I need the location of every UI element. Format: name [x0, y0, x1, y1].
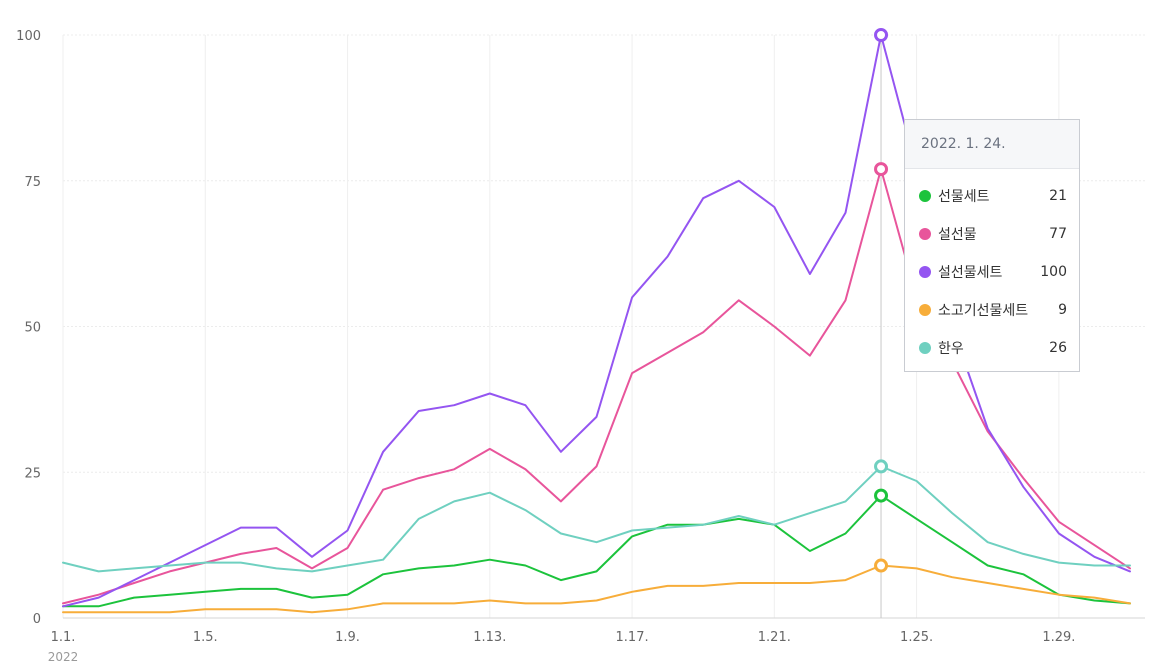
y-tick-label: 0: [33, 612, 41, 627]
tooltip-row: 설선물 77: [905, 215, 1079, 253]
tooltip-row: 소고기선물세트 9: [905, 291, 1079, 329]
tooltip-series-name: 한우: [938, 341, 964, 357]
tooltip-row: 설선물세트 100: [905, 253, 1079, 291]
y-tick-label: 100: [16, 29, 41, 44]
tooltip-series-name: 선물세트: [938, 189, 990, 205]
tooltip-date: 2022. 1. 24.: [905, 120, 1079, 169]
series-line: [62, 564, 1131, 614]
y-tick-label: 50: [24, 321, 41, 336]
tooltip-series-name: 설선물: [938, 227, 977, 243]
y-axis: 0 25 50 75 100: [16, 29, 41, 627]
highlight-marker: [874, 558, 889, 573]
x-axis: 1.1. 1.5. 1.9. 1.13. 1.17. 1.21. 1.25. 1.29. 202…: [48, 617, 1145, 664]
tooltip-row: 한우 26: [905, 329, 1079, 367]
tooltip-series-value: 21: [1049, 188, 1067, 204]
tooltip-series-value: 100: [1040, 264, 1067, 280]
x-tick-label: 1.9.: [335, 630, 360, 645]
tooltip-series-name: 소고기선물세트: [938, 303, 1029, 319]
y-tick-label: 75: [24, 175, 41, 190]
x-tick-label: 1.29.: [1042, 630, 1075, 645]
tooltip-row: 선물세트 21: [905, 177, 1079, 215]
series-line: [62, 465, 1131, 573]
x-tick-label: 1.21.: [758, 630, 791, 645]
series-color-dot: [919, 266, 931, 278]
x-tick-label: 1.5.: [193, 630, 218, 645]
series-color-dot: [919, 304, 931, 316]
x-tick-label: 1.13.: [473, 630, 506, 645]
series-color-dot: [919, 190, 931, 202]
tooltip-series-value: 26: [1049, 340, 1067, 356]
x-tick-year-label: 2022: [48, 650, 79, 664]
tooltip: 2022. 1. 24. 선물세트 21 설선물 77 설선물세트 100 소고…: [904, 119, 1080, 372]
tooltip-series-name: 설선물세트: [938, 265, 1003, 281]
highlight-marker: [874, 488, 889, 503]
highlight-marker: [874, 28, 889, 42]
tooltip-series-value: 77: [1049, 226, 1067, 242]
series-markers: [874, 28, 889, 573]
series-color-dot: [919, 342, 931, 354]
x-tick-label: 1.25.: [900, 630, 933, 645]
x-tick-label: 1.1.: [51, 630, 76, 645]
highlight-marker: [874, 459, 889, 474]
tooltip-series-value: 9: [1058, 302, 1067, 318]
x-tick-label: 1.17.: [616, 630, 649, 645]
tooltip-rows: 선물세트 21 설선물 77 설선물세트 100 소고기선물세트 9 한우 26: [905, 169, 1079, 367]
series-color-dot: [919, 228, 931, 240]
y-tick-label: 25: [24, 466, 41, 481]
highlight-marker: [874, 162, 889, 177]
series-line: [62, 494, 1131, 608]
